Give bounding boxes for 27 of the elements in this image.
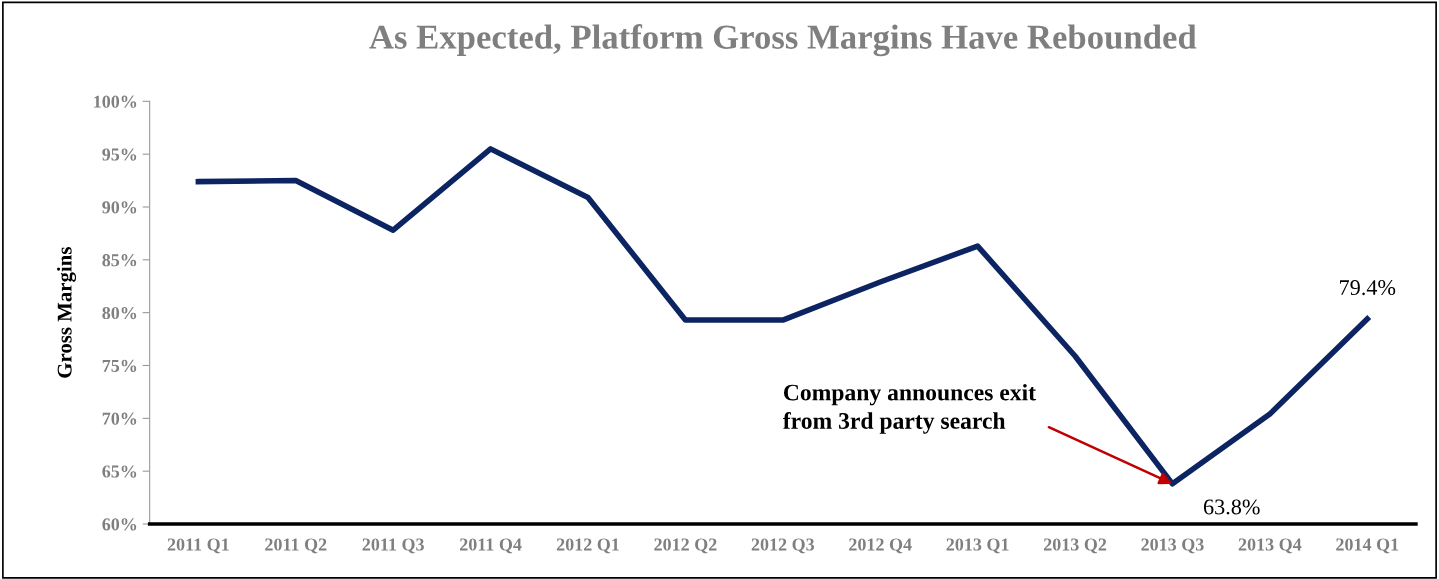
y-axis-title: Gross Margins — [56, 247, 77, 378]
y-tick-label: 80% — [102, 306, 137, 320]
chart-title: As Expected, Platform Gross Margins Have Rebounded — [369, 24, 1197, 57]
x-tick-label: 2013 Q1 — [946, 538, 1009, 554]
x-tick-label: 2011 Q4 — [460, 538, 522, 554]
x-tick-label: 2013 Q3 — [1141, 538, 1204, 554]
data-label: 79.4% — [1340, 280, 1396, 296]
y-tick-label: 70% — [102, 412, 137, 425]
data-label: 63.8% — [1203, 499, 1260, 515]
x-tick-label: 2011 Q1 — [167, 538, 229, 554]
y-tick-label: 85% — [102, 254, 137, 267]
x-tick-label: 2011 Q2 — [265, 538, 327, 554]
x-tick-label: 2013 Q4 — [1238, 538, 1302, 554]
x-tick-label: 2013 Q2 — [1043, 538, 1107, 554]
x-tick-label: 2012 Q2 — [654, 538, 717, 554]
x-tick-label: 2012 Q3 — [751, 538, 815, 554]
x-tick-label: 2011 Q3 — [362, 538, 424, 554]
y-tick-label: 90% — [102, 201, 137, 214]
y-tick-label: 65% — [102, 465, 137, 478]
x-tick-label: 2012 Q1 — [556, 538, 619, 554]
x-tick-label: 2012 Q4 — [849, 538, 912, 554]
y-tick-label: 60% — [102, 518, 137, 531]
y-tick-label: 100% — [94, 95, 137, 108]
y-tick-label: 95% — [102, 148, 137, 161]
annotation: Company announces exit from 3rd party search — [782, 383, 1036, 434]
y-tick-label: 75% — [102, 359, 137, 372]
x-tick-label: 2014 Q1 — [1336, 538, 1399, 554]
